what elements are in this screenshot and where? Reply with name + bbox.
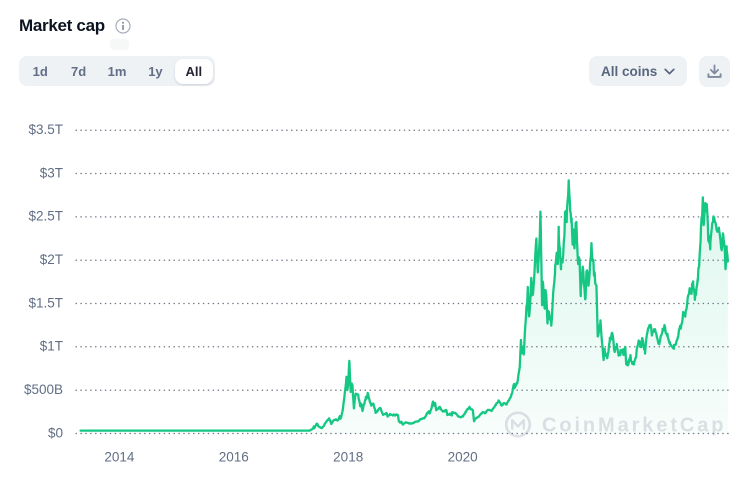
y-axis-tick-label: $2.5T xyxy=(28,209,63,224)
y-axis-tick-label: $0 xyxy=(48,425,63,440)
y-axis-tick-label: $2T xyxy=(40,252,63,267)
range-button-7d[interactable]: 7d xyxy=(59,59,97,84)
tooltip-shadow xyxy=(110,39,129,50)
title-row: Market cap xyxy=(19,14,131,38)
page-title: Market cap xyxy=(19,16,105,35)
y-axis-tick-label: $3.5T xyxy=(28,122,63,137)
y-axis-tick-label: $500B xyxy=(24,382,63,397)
coinmarketcap-logo-icon xyxy=(504,411,532,438)
market-cap-line xyxy=(79,179,729,432)
download-button[interactable] xyxy=(699,56,730,87)
coin-filter-label: All coins xyxy=(601,63,658,79)
chevron-down-icon xyxy=(664,68,675,75)
area-fill xyxy=(80,180,728,434)
time-range-switcher: 1d 7d 1m 1y All xyxy=(19,56,215,86)
x-axis-tick-label: 2014 xyxy=(104,449,135,464)
x-axis-tick-label: 2018 xyxy=(333,449,363,464)
range-button-1y[interactable]: 1y xyxy=(136,59,174,84)
x-axis-tick-label: 2016 xyxy=(219,449,249,464)
coinmarketcap-watermark: CoinMarketCap xyxy=(504,411,726,438)
y-axis-tick-label: $1.5T xyxy=(28,295,63,310)
controls-row: 1d 7d 1m 1y All All coins xyxy=(0,56,753,87)
x-axis-tick-label: 2020 xyxy=(448,449,478,464)
range-button-1d[interactable]: 1d xyxy=(21,59,59,84)
y-axis-tick-label: $1T xyxy=(40,339,63,354)
y-axis-tick-label: $3T xyxy=(40,165,63,180)
range-button-1m[interactable]: 1m xyxy=(98,59,136,84)
watermark-text: CoinMarketCap xyxy=(542,415,726,437)
range-button-all[interactable]: All xyxy=(174,58,214,84)
coin-filter-select[interactable]: All coins xyxy=(589,56,687,86)
download-icon xyxy=(706,63,723,80)
info-icon[interactable] xyxy=(115,18,131,34)
